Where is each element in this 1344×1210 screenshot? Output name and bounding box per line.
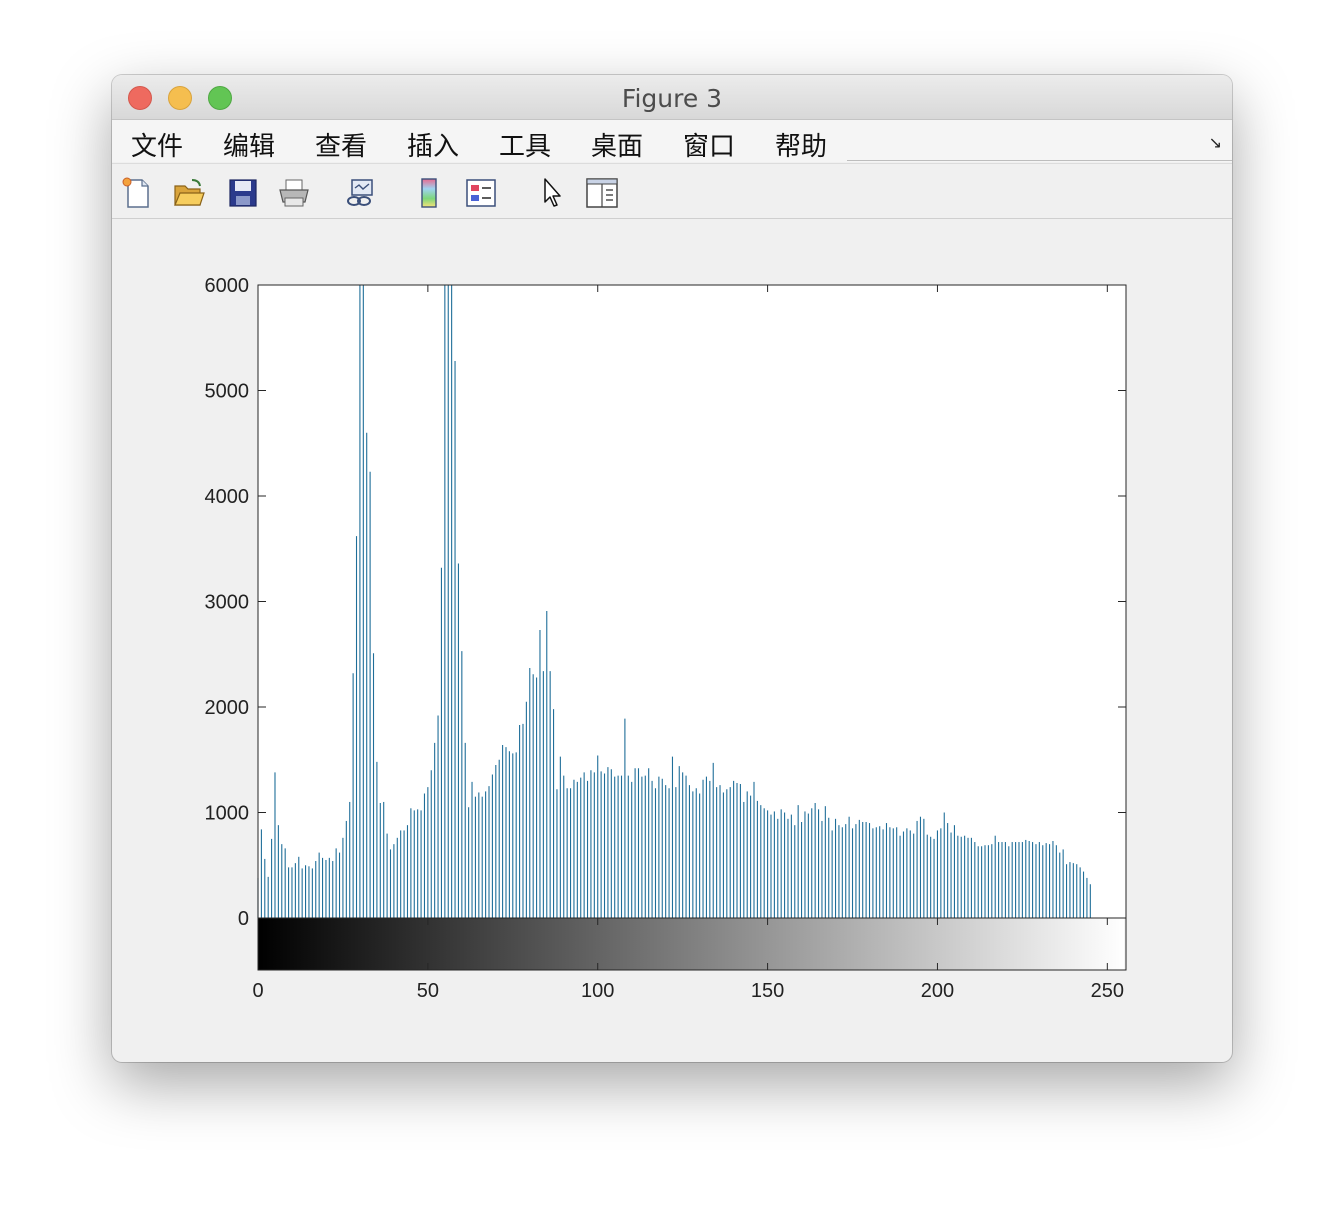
insert-colorbar-icon[interactable] (412, 176, 446, 210)
x-tick-label: 0 (252, 980, 263, 1002)
x-tick-label: 200 (921, 980, 954, 1002)
y-tick-label: 5000 (205, 381, 250, 403)
y-tick-label: 1000 (205, 803, 250, 825)
link-plot-icon[interactable] (344, 176, 378, 210)
open-file-icon[interactable] (172, 176, 206, 210)
menu-desktop[interactable]: 桌面 (591, 132, 644, 162)
axes-background (258, 285, 1126, 918)
zoom-button[interactable] (208, 86, 232, 110)
dock-arrow-icon[interactable]: ↘ (1208, 133, 1222, 152)
window-title: Figure 3 (621, 84, 723, 113)
menu-tools[interactable]: 工具 (499, 132, 552, 162)
grayscale-colorbar (258, 918, 1125, 970)
menu-bar: 文件 编辑 查看 插入 工具 桌面 窗口 帮助 ↘ (112, 120, 1232, 162)
insert-legend-icon[interactable] (464, 176, 498, 210)
menu-edit[interactable]: 编辑 (223, 132, 276, 162)
new-figure-icon[interactable] (120, 176, 154, 210)
save-icon[interactable] (226, 176, 260, 210)
menu-window[interactable]: 窗口 (683, 132, 736, 162)
print-icon[interactable] (277, 176, 311, 210)
menu-divider (847, 160, 1232, 161)
figure-canvas[interactable]: 0 1000 2000 3000 4000 5000 6000 0 50 100 150 200 250 (112, 218, 1232, 1062)
menu-view[interactable]: 查看 (315, 132, 368, 162)
y-tick-label: 2000 (205, 697, 250, 719)
x-tick-label: 100 (581, 980, 614, 1002)
menu-help[interactable]: 帮助 (775, 132, 828, 162)
colorbar-frame (257, 917, 1127, 971)
x-tick-label: 50 (417, 980, 439, 1002)
y-tick-label: 0 (238, 908, 249, 930)
bars-group (257, 285, 1091, 918)
close-button[interactable] (128, 86, 152, 110)
y-tick-label: 3000 (205, 592, 250, 614)
title-bar[interactable]: Figure 3 (112, 75, 1232, 120)
menu-insert[interactable]: 插入 (407, 132, 460, 162)
x-tick-label: 250 (1091, 980, 1124, 1002)
histogram-chart: 0 1000 2000 3000 4000 5000 6000 0 50 100 150 200 250 (205, 275, 1127, 1002)
y-tick-label: 6000 (205, 275, 250, 297)
edit-plot-arrow-icon[interactable] (536, 176, 570, 210)
y-tick-label: 4000 (205, 486, 250, 508)
minimize-button[interactable] (168, 86, 192, 110)
menu-file[interactable]: 文件 (131, 132, 184, 162)
property-inspector-icon[interactable] (585, 176, 619, 210)
toolbar (112, 163, 1232, 219)
x-tick-label: 150 (751, 980, 784, 1002)
figure-window: Figure 3 文件 编辑 查看 插入 工具 桌面 窗口 帮助 ↘ (112, 75, 1232, 1062)
